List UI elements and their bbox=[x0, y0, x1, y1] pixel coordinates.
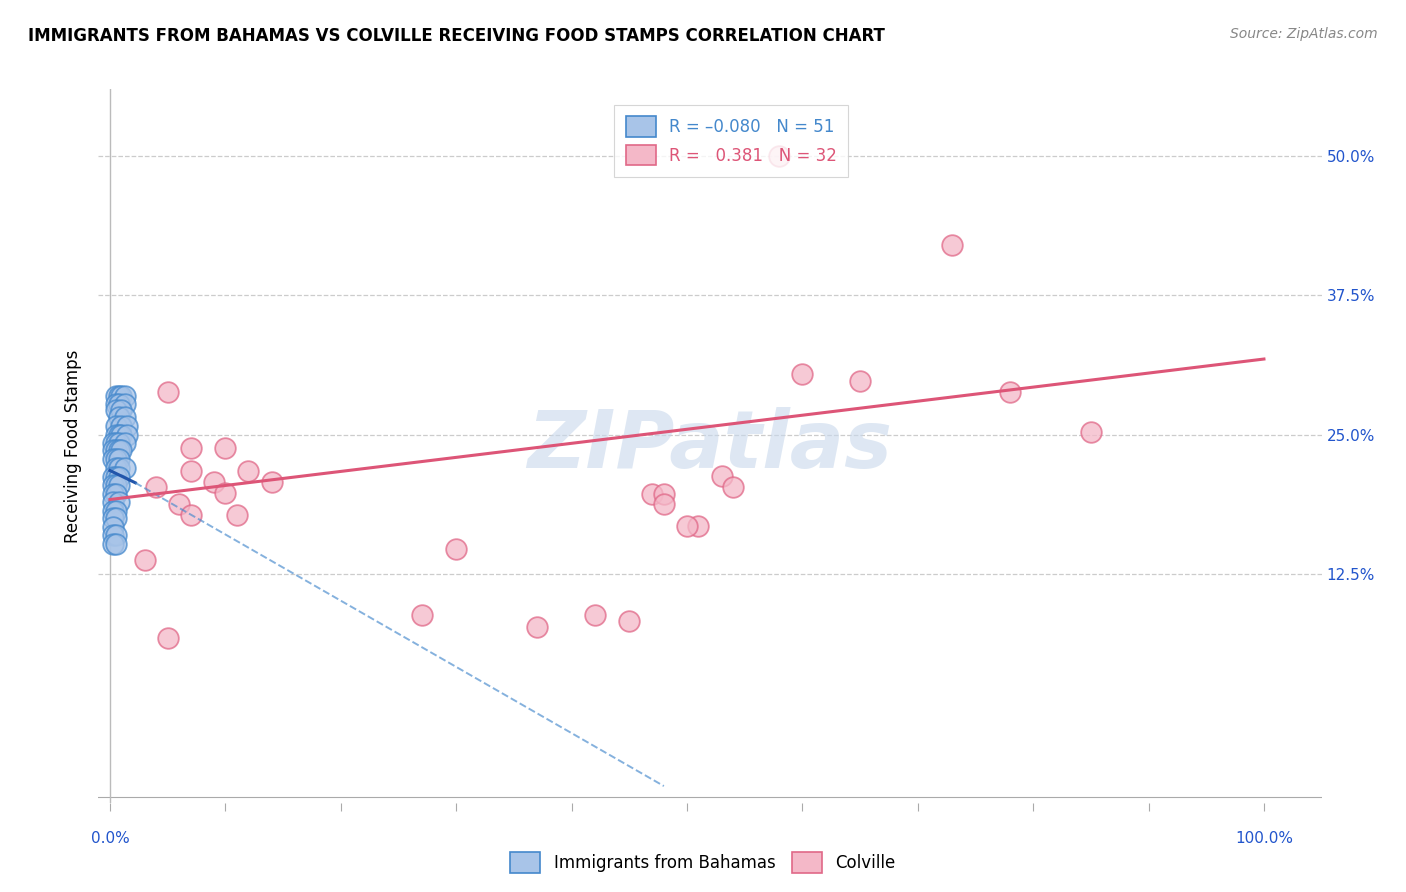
Point bbox=[103, 452, 125, 467]
Point bbox=[104, 389, 127, 403]
Point bbox=[849, 375, 872, 389]
Point bbox=[583, 608, 606, 623]
Point bbox=[103, 478, 125, 492]
Point bbox=[652, 487, 675, 501]
Point bbox=[104, 403, 127, 417]
Point bbox=[104, 511, 127, 525]
Point bbox=[676, 519, 699, 533]
Point bbox=[180, 508, 202, 523]
Point bbox=[103, 443, 125, 458]
Point bbox=[108, 470, 131, 484]
Point bbox=[411, 608, 433, 623]
Point bbox=[108, 428, 131, 442]
Point bbox=[156, 385, 179, 400]
Point bbox=[688, 519, 710, 533]
Point bbox=[103, 487, 125, 501]
Point bbox=[104, 537, 127, 551]
Point bbox=[225, 508, 247, 523]
Point bbox=[108, 389, 131, 403]
Point bbox=[214, 442, 236, 455]
Point bbox=[104, 443, 127, 458]
Point bbox=[104, 470, 127, 484]
Point bbox=[104, 396, 127, 410]
Point bbox=[108, 410, 131, 425]
Point bbox=[104, 428, 127, 442]
Point bbox=[214, 485, 236, 500]
Point bbox=[103, 528, 125, 542]
Point bbox=[1080, 425, 1102, 439]
Point bbox=[114, 389, 136, 403]
Point bbox=[619, 614, 641, 628]
Point bbox=[108, 478, 131, 492]
Point bbox=[180, 442, 202, 455]
Point bbox=[114, 410, 136, 425]
Point bbox=[104, 487, 127, 501]
Point bbox=[104, 452, 127, 467]
Point bbox=[156, 631, 179, 645]
Point bbox=[114, 461, 136, 475]
Point bbox=[103, 511, 125, 525]
Point bbox=[238, 464, 260, 478]
Point bbox=[998, 385, 1021, 400]
Point bbox=[110, 389, 132, 403]
Point bbox=[103, 494, 125, 508]
Point bbox=[104, 435, 127, 450]
Point bbox=[103, 435, 125, 450]
Point bbox=[941, 238, 963, 252]
Point bbox=[768, 149, 790, 163]
Point bbox=[114, 435, 136, 450]
Point bbox=[104, 528, 127, 542]
Point bbox=[110, 428, 132, 442]
Point bbox=[526, 619, 548, 633]
Point bbox=[444, 541, 467, 556]
Point bbox=[108, 461, 131, 475]
Point bbox=[104, 503, 127, 517]
Point bbox=[180, 464, 202, 478]
Text: 0.0%: 0.0% bbox=[90, 830, 129, 846]
Y-axis label: Receiving Food Stamps: Receiving Food Stamps bbox=[65, 350, 83, 542]
Point bbox=[114, 396, 136, 410]
Point bbox=[145, 480, 167, 494]
Text: IMMIGRANTS FROM BAHAMAS VS COLVILLE RECEIVING FOOD STAMPS CORRELATION CHART: IMMIGRANTS FROM BAHAMAS VS COLVILLE RECE… bbox=[28, 27, 884, 45]
Point bbox=[108, 443, 131, 458]
Point bbox=[103, 503, 125, 517]
Point bbox=[108, 452, 131, 467]
Point bbox=[103, 470, 125, 484]
Legend: R = –0.080   N = 51, R =   0.381   N = 32: R = –0.080 N = 51, R = 0.381 N = 32 bbox=[614, 104, 848, 177]
Point bbox=[108, 396, 131, 410]
Point bbox=[117, 418, 139, 433]
Point bbox=[641, 487, 664, 501]
Point bbox=[652, 497, 675, 511]
Point bbox=[103, 520, 125, 534]
Point bbox=[167, 497, 190, 511]
Text: ZIPatlas: ZIPatlas bbox=[527, 407, 893, 485]
Point bbox=[260, 475, 283, 489]
Point bbox=[710, 469, 733, 483]
Point bbox=[134, 552, 156, 567]
Point bbox=[792, 367, 814, 381]
Legend: Immigrants from Bahamas, Colville: Immigrants from Bahamas, Colville bbox=[503, 846, 903, 880]
Point bbox=[108, 494, 131, 508]
Text: 100.0%: 100.0% bbox=[1234, 830, 1294, 846]
Point bbox=[103, 537, 125, 551]
Point bbox=[104, 478, 127, 492]
Text: Source: ZipAtlas.com: Source: ZipAtlas.com bbox=[1230, 27, 1378, 41]
Point bbox=[104, 461, 127, 475]
Point bbox=[721, 480, 744, 494]
Point bbox=[202, 475, 225, 489]
Point bbox=[110, 403, 132, 417]
Point bbox=[117, 428, 139, 442]
Point bbox=[108, 435, 131, 450]
Point bbox=[110, 443, 132, 458]
Point bbox=[104, 418, 127, 433]
Point bbox=[110, 418, 132, 433]
